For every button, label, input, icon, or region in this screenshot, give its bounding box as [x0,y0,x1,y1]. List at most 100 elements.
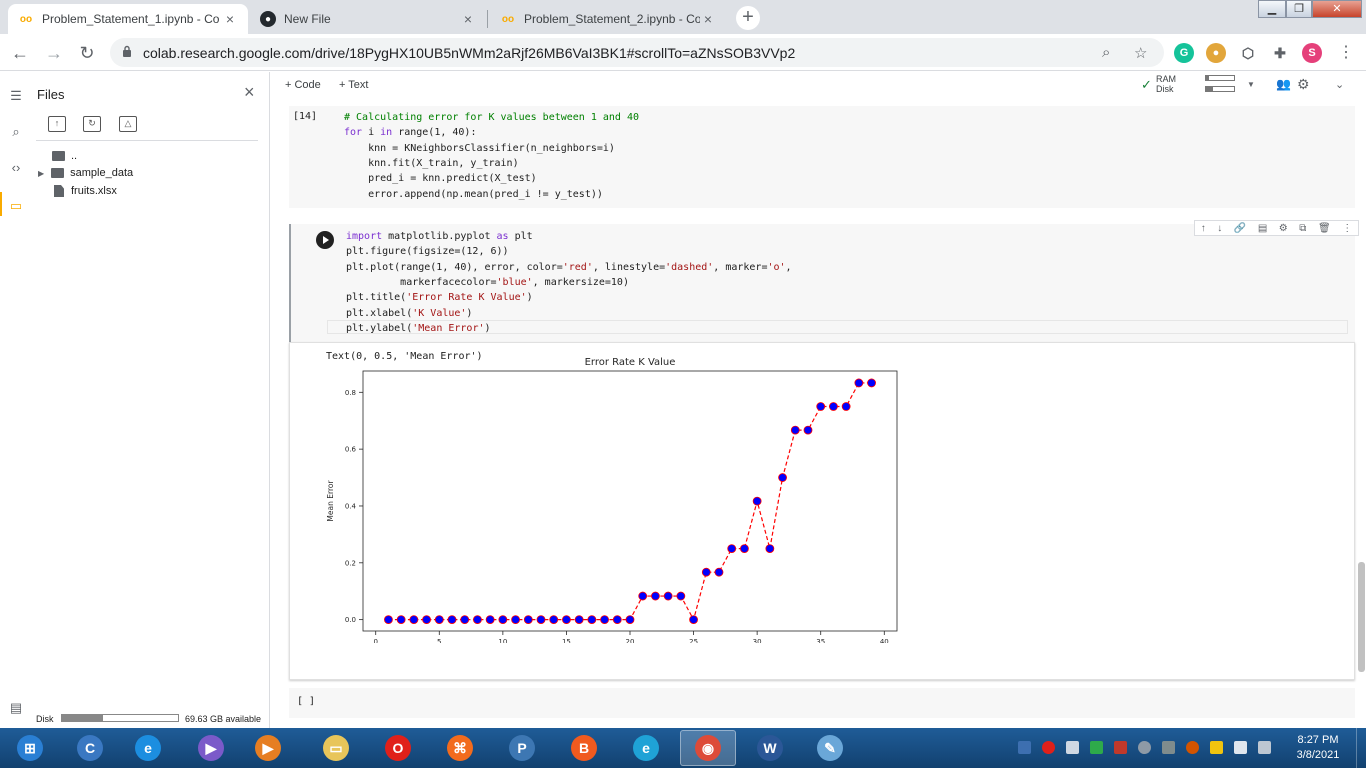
volume-icon[interactable] [1234,741,1247,754]
taskbar-start-orb-button[interactable]: ⊞ [2,730,58,766]
code-line[interactable]: plt.xlabel('K Value') [346,307,473,319]
close-icon[interactable]: × [463,11,473,27]
empty-code-cell[interactable]: [ ] [289,688,1355,718]
browser-menu-icon[interactable]: ⋮ [1338,44,1354,61]
move-up-icon[interactable]: ↑ [1200,222,1206,234]
minimize-button[interactable]: ▁ [1258,0,1286,18]
refresh-folder-icon[interactable]: ↻ [83,116,101,132]
terminal-icon[interactable]: ▤ [9,700,23,715]
tray-app-icon[interactable] [1138,741,1151,754]
system-clock[interactable]: 8:27 PM 3/8/2021 [1283,733,1353,763]
taskbar-paint-button[interactable]: ✎ [802,730,858,766]
files-folder-icon[interactable]: ▭ [9,198,23,213]
data-point [549,615,559,625]
tree-item-parent[interactable]: .. [52,150,77,162]
bookmark-star-icon[interactable]: ☆ [1134,45,1148,62]
chevron-down-icon[interactable]: ▼ [1247,80,1255,89]
mirror-cell-icon[interactable]: ⧉ [1299,222,1307,234]
new-tab-button[interactable]: + [736,6,760,30]
puzzle-extension-icon[interactable]: ✚ [1274,45,1286,61]
close-icon[interactable]: × [225,11,235,27]
scrollbar-thumb[interactable] [1358,562,1365,672]
back-icon[interactable]: ← [11,43,29,63]
taskbar-visual-studio-button[interactable]: ▶ [183,730,239,766]
code-snippets-icon[interactable]: ‹› [11,160,21,175]
add-code-button[interactable]: + Code [285,79,321,91]
show-desktop-button[interactable] [1356,728,1366,768]
move-down-icon[interactable]: ↓ [1217,222,1223,234]
link-icon[interactable]: 🔗 [1233,222,1247,234]
close-icon[interactable]: × [244,82,255,102]
code-cell-1[interactable]: [14] # Calculating error for K values be… [289,106,1355,208]
restore-button[interactable]: ❐ [1286,0,1312,18]
tree-item-fruits-xlsx[interactable]: fruits.xlsx [54,185,117,197]
code-line[interactable]: knn = KNeighborsClassifier(n_neighbors=i… [344,142,615,154]
comment-icon[interactable]: ▤ [1257,222,1268,234]
tab-problem-statement-2[interactable]: oo Problem_Statement_2.ipynb - Co × [490,4,726,34]
taskbar-app-orange-button[interactable]: ⌘ [432,730,488,766]
code-line[interactable]: import matplotlib.pyplot as plt [346,231,533,242]
code-line[interactable]: plt.ylabel('Mean Error') [346,322,491,334]
reload-icon[interactable]: ↻ [79,43,95,63]
tree-item-sample-data[interactable]: ▶ sample_data [38,167,133,179]
tray-opera-icon[interactable] [1042,741,1055,754]
forward-icon[interactable]: → [45,43,63,63]
tray-check-icon[interactable] [1090,741,1103,754]
code-line[interactable]: plt.title('Error Rate K Value') [346,292,533,304]
tray-chevron-icon[interactable] [1210,741,1223,754]
tray-keyboard-icon[interactable] [1018,741,1031,754]
start-orb-icon: ⊞ [17,735,43,761]
code-line[interactable]: # Calculating error for K values between… [344,112,640,123]
data-point [612,615,622,625]
profile-avatar[interactable]: S [1302,43,1322,63]
power-icon[interactable] [1258,741,1271,754]
delete-icon[interactable]: 🗑 [1317,222,1331,234]
taskbar-media-player-button[interactable]: ▶ [240,730,296,766]
address-bar[interactable]: colab.research.google.com/drive/18PygHX1… [110,38,1164,67]
table-of-contents-icon[interactable]: ☰ [10,88,22,103]
gear-icon[interactable]: ⚙ [1278,222,1288,234]
code-line[interactable]: plt.figure(figsize=(12, 6)) [346,246,509,258]
code-line[interactable]: pred_i = knn.predict(X_test) [344,173,537,185]
code-line[interactable]: markerfacecolor='blue', markersize=10) [346,276,629,288]
taskbar-word-button[interactable]: W [742,730,798,766]
code-cell-2[interactable]: ↑ ↓ 🔗 ▤ ⚙ ⧉ 🗑 ⋮ import matplotlib.pyplot… [289,220,1359,342]
taskbar-python-button[interactable]: P [494,730,550,766]
taskbar-edge-button[interactable]: e [618,730,674,766]
taskbar-opera-button[interactable]: O [370,730,426,766]
more-options-icon[interactable]: ⋮ [1342,222,1353,234]
mount-drive-icon[interactable]: △ [119,116,137,132]
taskbar-file-explorer-button[interactable]: ▭ [308,730,364,766]
word-icon: W [757,735,783,761]
taskbar-brave-button[interactable]: B [556,730,612,766]
add-text-button[interactable]: + Text [339,79,369,91]
data-point [384,615,393,625]
upload-icon[interactable]: ↑ [48,116,66,132]
code-line[interactable]: plt.plot(range(1, 40), error, color='red… [346,261,792,273]
tab-new-file[interactable]: ● New File × [250,4,486,34]
taskbar-app-c-button[interactable]: C [62,730,118,766]
tray-antivirus-icon[interactable] [1114,741,1127,754]
chevron-right-icon[interactable]: ▶ [38,168,45,178]
tray-x-icon[interactable] [1162,741,1175,754]
run-cell-button[interactable] [316,231,334,249]
grammarly-icon[interactable]: G [1174,43,1194,63]
zoom-icon[interactable]: ⌕ [1102,44,1111,61]
taskbar-internet-explorer-button[interactable]: e [120,730,176,766]
tab-problem-statement-1[interactable]: oo Problem_Statement_1.ipynb - Co × [8,4,248,34]
tray-network-icon[interactable] [1066,741,1079,754]
search-icon[interactable]: ⌕ [12,124,20,139]
close-window-button[interactable]: ✕ [1312,0,1362,18]
share-users-icon[interactable]: 👥 [1276,77,1291,91]
code-line[interactable]: knn.fit(X_train, y_train) [344,157,519,169]
close-icon[interactable]: × [703,11,713,27]
gear-icon[interactable]: ⚙ [1297,76,1310,92]
collapse-chevron-icon[interactable]: ⌄ [1335,79,1345,91]
tray-alert-icon[interactable] [1186,741,1199,754]
shield-extension-icon[interactable]: ⬡ [1241,45,1255,61]
taskbar-chrome-button[interactable]: ◉ [680,730,736,766]
code-line[interactable]: for i in range(1, 40): [344,127,477,139]
resources-indicator[interactable]: RAM Disk [1156,74,1176,94]
code-line[interactable]: error.append(np.mean(pred_i != y_test)) [344,188,603,200]
cookie-icon[interactable]: ● [1206,43,1226,63]
